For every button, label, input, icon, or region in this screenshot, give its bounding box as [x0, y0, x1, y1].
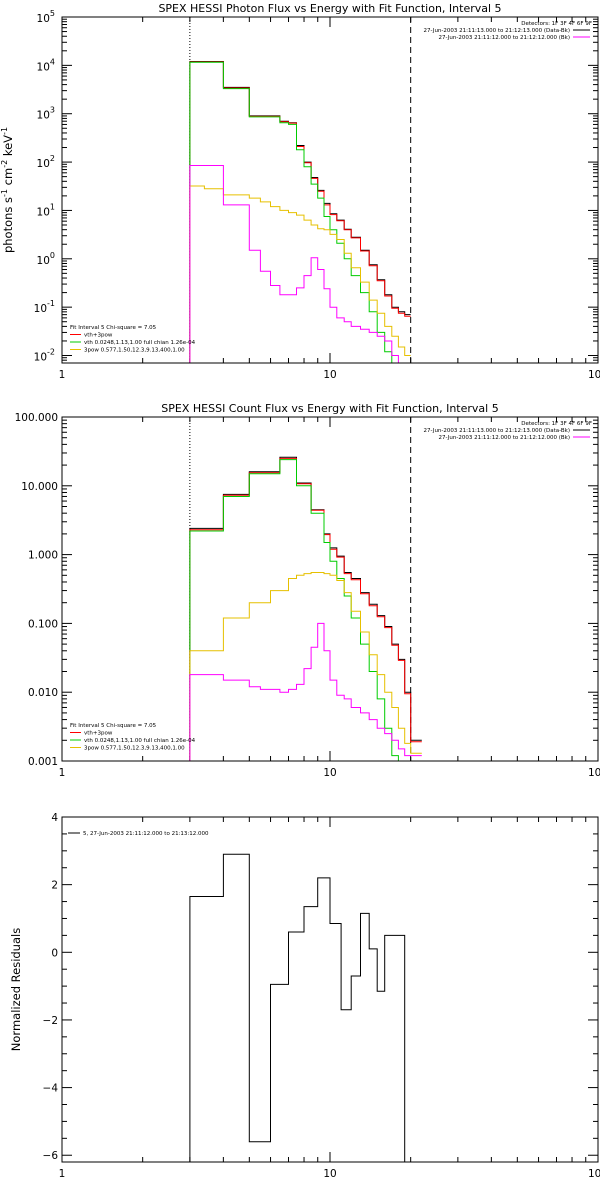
y-label-part: keV — [1, 135, 15, 160]
legend-bottomleft-entry: vth 0.0248,1.13,1.00 full chian 1.26e-04 — [84, 738, 196, 744]
y-tick-exp: -1 — [47, 299, 55, 308]
y-tick-label: 4 — [51, 812, 58, 824]
y-tick-base: 10 — [37, 61, 50, 73]
series-group — [189, 456, 422, 761]
x-tick-label: 100 — [588, 369, 600, 381]
legend-topright-entry: 27-Jun-2003 21:11:12.000 to 21:12:12.000… — [438, 435, 570, 441]
series-group — [189, 61, 411, 363]
legend-bottomleft-entry: 3pow 0.577,1.50,12.3,9.13,400,1.00 — [84, 348, 185, 354]
series-vth-line — [189, 61, 393, 363]
photon-flux-panel: SPEX HESSI Photon Flux vs Energy with Fi… — [0, 2, 600, 381]
y-tick-exp: 2 — [50, 154, 55, 163]
y-tick-exp: 3 — [50, 106, 55, 115]
x-tick-label: 100 — [588, 1168, 600, 1180]
x-tick-label: 1 — [59, 1168, 66, 1180]
y-tick-label: 10-2 — [34, 348, 55, 364]
x-tick-label: 10 — [323, 767, 336, 779]
series-3pow-line — [189, 185, 411, 363]
y-tick-label: −6 — [43, 1150, 59, 1162]
y-tick-label: 10.000 — [21, 481, 58, 493]
legend-bottomleft-entry: Fit Interval 5 Chi-square = 7.05 — [70, 723, 157, 729]
y-tick-label: −2 — [43, 1015, 58, 1027]
x-tick-label: 100 — [588, 767, 600, 779]
x-tick-label: 1 — [59, 369, 66, 381]
legend-bottomleft-entry: Fit Interval 5 Chi-square = 7.05 — [70, 325, 157, 331]
y-tick-base: 10 — [37, 110, 50, 122]
legend-topright-entry: 27-Jun-2003 21:11:12.000 to 21:12:12.000… — [438, 35, 570, 41]
legend-topright-entry: Detectors: 1F 3F 4F 6F 9F — [521, 21, 592, 27]
legend-bottomleft-entry: 3pow 0.577,1.50,12.3,9.13,400,1.00 — [84, 746, 185, 752]
plot-frame — [61, 16, 599, 364]
y-tick-label: 100 — [37, 251, 55, 267]
y-tick-label: 0.010 — [28, 687, 58, 699]
y-tick-exp: -2 — [47, 348, 55, 357]
y-tick-label: 0 — [51, 947, 58, 959]
y-tick-label: 0.100 — [28, 618, 58, 630]
y-tick-label: 1.000 — [28, 550, 58, 562]
y-tick-label: 0.001 — [28, 756, 58, 768]
legend-topleft-entry: 5, 27-Jun-2003 21:11:12.000 to 21:13:12.… — [83, 831, 209, 837]
x-tick-label: 1 — [59, 767, 66, 779]
y-tick-exp: 4 — [50, 57, 55, 66]
y-tick-base: 10 — [37, 206, 50, 218]
y-tick-label: −4 — [43, 1083, 59, 1095]
plot-frame — [61, 816, 599, 1163]
y-tick-base: 10 — [37, 158, 50, 170]
residuals-panel: 1 10 100 −6 −4 −2 0 2 4 Normalized Residuals 5, 27… — [9, 812, 600, 1180]
y-tick-label: 2 — [51, 880, 58, 892]
y-tick-base: 10 — [34, 352, 47, 364]
y-label-part: photons s — [1, 197, 15, 253]
count-flux-panel: SPEX HESSI Count Flux vs Energy with Fit… — [15, 402, 600, 779]
y-label-sup: -2 — [0, 160, 9, 168]
y-axis-label: photons s-1 cm-2 keV-1 — [0, 127, 15, 253]
x-tick-label: 10 — [323, 1168, 336, 1180]
legend-bottomleft-entry: vth 0.0248,1.13,1.00 full chian 1.26e-04 — [84, 340, 196, 346]
x-tick-label: 10 — [323, 369, 336, 381]
plot-frame — [61, 416, 599, 762]
y-tick-base: 10 — [37, 255, 50, 267]
legend-topright-entry: Detectors: 1F 3F 4F 6F 9F — [521, 421, 592, 427]
y-tick-label: 101 — [37, 202, 55, 218]
series-model-line — [189, 622, 422, 761]
chart-title: SPEX HESSI Photon Flux vs Energy with Fi… — [158, 2, 501, 15]
legend-topright-entry: 27-Jun-2003 21:11:13.000 to 21:12:13.000… — [424, 428, 570, 434]
y-axis-label: Normalized Residuals — [9, 928, 23, 1051]
y-tick-base: 10 — [37, 13, 50, 25]
y-label-sup: -1 — [0, 189, 9, 197]
series-data-bk-line — [189, 456, 422, 761]
y-tick-label: 102 — [37, 154, 55, 170]
series-vth-line — [189, 459, 399, 761]
y-tick-label: 104 — [37, 57, 55, 73]
y-tick-label: 103 — [37, 106, 55, 122]
y-tick-exp: 0 — [50, 251, 55, 260]
series-3pow-line — [189, 572, 422, 761]
legend-bottomleft-entry: vth+3pow — [84, 731, 113, 737]
series-5-line — [189, 853, 411, 1162]
y-tick-label: 10-1 — [34, 299, 55, 315]
series-vth-3pow-line — [189, 457, 422, 761]
y-tick-label: 100.000 — [15, 412, 58, 424]
y-label-part: cm — [1, 168, 15, 189]
series-group — [189, 853, 411, 1162]
y-tick-exp: 1 — [50, 202, 55, 211]
legend-bottomleft-entry: vth+3pow — [84, 333, 113, 339]
series-model-line — [189, 165, 399, 363]
y-tick-exp: 5 — [50, 9, 55, 18]
y-label-sup: -1 — [0, 127, 9, 135]
y-tick-base: 10 — [34, 303, 47, 315]
legend-topright-entry: 27-Jun-2003 21:11:13.000 to 21:12:13.000… — [424, 28, 570, 34]
y-tick-label: 105 — [37, 9, 55, 25]
chart-title: SPEX HESSI Count Flux vs Energy with Fit… — [161, 402, 498, 415]
